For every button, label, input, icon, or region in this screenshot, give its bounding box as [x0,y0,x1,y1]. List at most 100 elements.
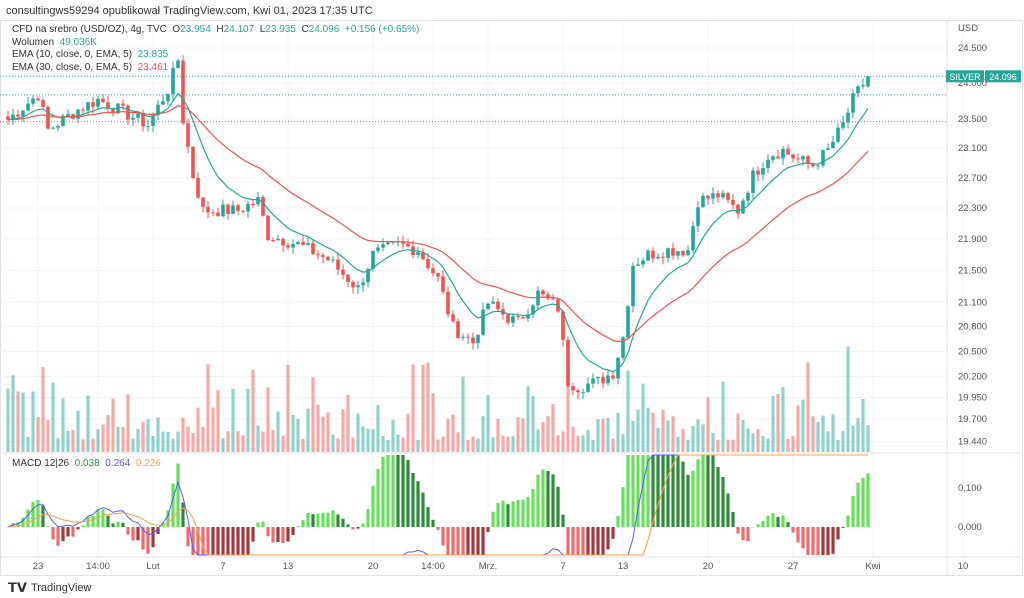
candle-body [306,243,310,245]
macd-hist-bar [746,527,750,542]
ema10-line: EMA (10, close, 0, EMA, 5) 23.835 [12,49,419,62]
volume-bar [181,417,185,452]
chart-frame [0,20,1023,576]
macd-hist-bar [416,481,420,527]
candle-body [856,86,860,94]
time-tick-label: 14:00 [421,561,445,572]
macd-hist-bar [276,527,280,543]
candle-body [506,314,510,323]
macd-hist-bar [351,527,355,530]
candle-body [751,170,755,193]
macd-hist-bar [66,527,70,537]
macd-hist-bar [341,518,345,527]
volume-bar [171,438,175,452]
macd-hist-bar [86,517,90,527]
volume-bar [91,438,95,452]
candle-body [296,241,300,245]
candle-body [231,205,235,214]
volume-bar [41,367,45,452]
macd-hist-bar [31,502,35,527]
macd-hist-bar [686,474,690,527]
candle-body [26,103,30,111]
volume-bar [376,405,380,452]
candle-body [191,146,195,178]
candle-body [756,170,760,175]
symbol-name[interactable]: CFD na srebro (USD/OZ), 4g, TVC [12,24,167,35]
volume-bar [286,364,290,452]
volume-bar [386,439,390,452]
candle-body [176,60,180,69]
volume-bar [566,371,570,452]
volume-bar [856,418,860,452]
volume-bar [596,419,600,452]
ema10-value: 23.835 [137,49,169,60]
candle-body [56,125,60,128]
volume-bar [241,435,245,452]
candle-body [131,117,135,120]
candle-body [111,108,115,114]
volume-bar [336,438,340,452]
candle-body [251,204,255,206]
candle-body [456,321,460,338]
macd-hist-bar [261,521,265,527]
volume-bar [101,424,105,452]
macd-hist-bar [536,474,540,527]
volume-bar [281,435,285,452]
candle-body [266,215,270,241]
candle-body [36,98,40,101]
macd-hist-bar [471,527,475,555]
volume-bar [321,416,325,452]
candle-body [516,316,520,318]
macd-hist-bar [461,527,465,555]
volume-value: 49.036K [59,36,97,48]
macd-hist-bar [721,477,725,527]
candle-body [416,252,420,255]
macd-hist-bar [506,504,510,527]
candle-body [816,165,820,167]
macd-hist-bar [151,527,155,548]
macd-signal-value: 0.226 [135,458,161,469]
volume-bar [531,396,535,452]
time-tick-label: Lut [146,561,160,572]
macd-hist-bar [546,470,550,527]
macd-hist-bar [396,455,400,527]
volume-bar [836,439,840,452]
candle-body [426,259,430,269]
macd-hist-bar [806,527,810,555]
price-tick-label: 21.500 [958,265,987,276]
ema10-line [7,92,869,373]
volume-label[interactable]: Wolumen [12,36,55,48]
volume-bar [861,399,865,452]
candle-body [31,98,35,104]
ema10-label[interactable]: EMA (10, close, 0, EMA, 5) [12,49,133,60]
volume-bar [196,407,200,452]
volume-bar [256,425,260,452]
time-tick-label: 20 [703,561,714,572]
volume-bar [86,395,90,452]
macd-hist-bar [486,527,490,532]
ema30-label[interactable]: EMA (30, close, 0, EMA, 5) [12,61,133,73]
candle-body [351,281,355,288]
macd-hist-bar [841,527,845,528]
candle-body [526,314,530,319]
candle-body [511,316,515,323]
volume-bar [331,434,335,452]
candle-body [606,375,610,384]
price-tag-text: 24.096 [989,72,1017,82]
macd-hist-bar [376,468,380,527]
candle-body [656,256,660,259]
candle-body [591,378,595,384]
macd-label[interactable]: MACD 12|26 [12,458,70,469]
volume-bar [741,419,745,452]
volume-bar [471,436,475,452]
volume-bar [206,364,210,452]
volume-bar [826,431,830,452]
candle-body [741,200,745,214]
macd-hist-bar [586,527,590,555]
candle-body [636,264,640,266]
candle-body [861,84,865,87]
candle-body [621,337,625,358]
tradingview-logo[interactable]: 𝗧𝗩 TradingView [8,580,91,596]
candle-body [431,268,435,274]
